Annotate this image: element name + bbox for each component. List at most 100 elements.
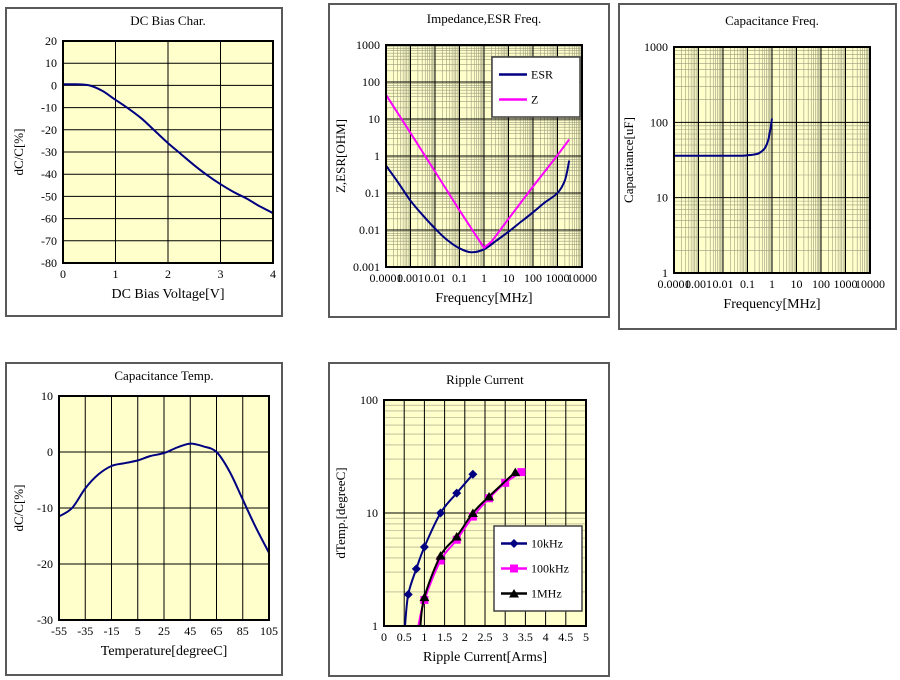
capacitance-freq-plot-area: 0.0001 0.001 0.01 0.1 1 10 100 1000 10000 1000 100… [628, 29, 894, 301]
svg-text:100: 100 [360, 393, 378, 407]
svg-text:0: 0 [51, 78, 57, 92]
impedance-esr-chart-title: Impedance,ESR Freq. [426, 11, 542, 26]
svg-text:105: 105 [260, 624, 278, 638]
svg-text:1: 1 [662, 266, 668, 280]
svg-text:0.1: 0.1 [452, 271, 467, 285]
capacitance-temp-x-axis-label: Temperature[degreeC] [100, 644, 228, 659]
svg-text:1000: 1000 [834, 277, 858, 291]
svg-text:10: 10 [41, 389, 53, 403]
svg-text:2: 2 [462, 630, 468, 644]
svg-text:20: 20 [45, 34, 57, 48]
svg-text:1: 1 [374, 149, 380, 163]
svg-text:85: 85 [237, 624, 249, 638]
dc-bias-chart-panel: DC Bias Char. dC/C[%] 0 1 2 3 4 20 10 0 -10 -20 -3… [5, 7, 283, 317]
svg-text:45: 45 [184, 624, 196, 638]
svg-text:3.5: 3.5 [518, 630, 533, 644]
svg-text:0.0001: 0.0001 [370, 271, 403, 285]
svg-text:0: 0 [47, 445, 53, 459]
svg-text:-70: -70 [41, 234, 57, 248]
impedance-esr-chart-panel: Impedance,ESR Freq. Z,ESR[OHM] 0.0001 0.0… [328, 3, 610, 318]
capacitance-temp-chart-title: Capacitance Temp. [114, 368, 214, 383]
svg-text:100kHz: 100kHz [531, 562, 569, 576]
svg-text:0.001: 0.001 [397, 271, 424, 285]
svg-text:10000: 10000 [567, 271, 597, 285]
svg-text:-30: -30 [41, 145, 57, 159]
svg-text:10: 10 [791, 277, 803, 291]
svg-text:1.5: 1.5 [437, 630, 452, 644]
ripple-current-chart-panel: Ripple Current dTemp.[degreeC] 0 0.5 1 1.5 2… [328, 362, 610, 677]
svg-text:0.01: 0.01 [425, 271, 446, 285]
svg-text:-50: -50 [41, 189, 57, 203]
svg-text:10: 10 [366, 506, 378, 520]
capacitance-freq-x-axis-label: Frequency[MHz] [723, 297, 821, 312]
svg-text:100: 100 [650, 115, 668, 129]
svg-text:3: 3 [502, 630, 508, 644]
svg-text:100: 100 [812, 277, 830, 291]
svg-text:1: 1 [481, 271, 487, 285]
cap-temp-svg: -55 -35 -15 5 25 45 65 85 105 10 0 -10 -20 -30 [37, 389, 278, 638]
svg-text:10: 10 [45, 56, 57, 70]
svg-text:0: 0 [381, 630, 387, 644]
svg-text:1000: 1000 [546, 271, 570, 285]
ripple-current-chart-title: Ripple Current [446, 372, 524, 387]
svg-text:3: 3 [218, 267, 224, 281]
capacitance-freq-chart-title: Capacitance Freq. [725, 13, 819, 28]
svg-text:0.0001: 0.0001 [658, 277, 691, 291]
svg-text:-40: -40 [41, 167, 57, 181]
capacitance-temp-chart-panel: Capacitance Temp. dC/C[%] -55 -35 -15 5 25 45… [5, 362, 283, 676]
svg-text:1: 1 [372, 619, 378, 633]
capacitance-temp-plot-area: -55 -35 -15 5 25 45 65 85 105 10 0 -10 -20 -30 [19, 386, 279, 648]
svg-text:5: 5 [583, 630, 589, 644]
svg-text:-55: -55 [51, 624, 67, 638]
svg-text:-20: -20 [41, 123, 57, 137]
svg-text:0: 0 [60, 267, 66, 281]
svg-text:5: 5 [135, 624, 141, 638]
svg-text:-35: -35 [77, 624, 93, 638]
svg-text:0.1: 0.1 [365, 186, 380, 200]
svg-text:4.5: 4.5 [558, 630, 573, 644]
dc-bias-plot-area: 0 1 2 3 4 20 10 0 -10 -20 -30 -40 -50 -60 -70 -80 [19, 31, 279, 289]
svg-text:2.5: 2.5 [478, 630, 493, 644]
svg-text:1000: 1000 [356, 38, 380, 52]
svg-text:0.5: 0.5 [397, 630, 412, 644]
svg-text:10: 10 [503, 271, 515, 285]
svg-text:1: 1 [113, 267, 119, 281]
svg-text:0.01: 0.01 [359, 223, 380, 237]
svg-text:10: 10 [656, 191, 668, 205]
svg-text:65: 65 [211, 624, 223, 638]
svg-text:25: 25 [158, 624, 170, 638]
svg-text:10000: 10000 [855, 277, 885, 291]
svg-text:4: 4 [543, 630, 549, 644]
svg-text:0.1: 0.1 [740, 277, 755, 291]
svg-text:10kHz: 10kHz [531, 537, 563, 551]
svg-text:1000: 1000 [644, 40, 668, 54]
ripple-current-x-axis-label: Ripple Current[Arms] [422, 650, 548, 665]
svg-text:1: 1 [769, 277, 775, 291]
svg-text:-10: -10 [37, 501, 53, 515]
impedance-esr-x-axis-label: Frequency[MHz] [435, 291, 533, 306]
ripple-current-plot-area: 0 0.5 1 1.5 2 2.5 3 3.5 4 4.5 5 100 10 1 10kHz 100kHz 1M… [340, 388, 606, 652]
svg-text:Z: Z [531, 93, 538, 107]
dc-bias-chart-title: DC Bias Char. [130, 13, 206, 28]
svg-text:1: 1 [421, 630, 427, 644]
dc-bias-svg: 0 1 2 3 4 20 10 0 -10 -20 -30 -40 -50 -60 -70 -80 [41, 34, 276, 281]
svg-text:0.001: 0.001 [685, 277, 712, 291]
ripple-current-svg: 0 0.5 1 1.5 2 2.5 3 3.5 4 4.5 5 100 10 1 10kHz 100kHz 1M… [360, 393, 589, 644]
capacitance-freq-chart-panel: Capacitance Freq. Capacitance[uF] 0.0001… [618, 3, 897, 330]
svg-text:0.01: 0.01 [713, 277, 734, 291]
svg-text:-30: -30 [37, 613, 53, 627]
svg-text:0.001: 0.001 [353, 260, 380, 274]
svg-text:-15: -15 [104, 624, 120, 638]
svg-text:-60: -60 [41, 212, 57, 226]
svg-text:4: 4 [270, 267, 276, 281]
svg-text:1MHz: 1MHz [531, 587, 562, 601]
svg-text:100: 100 [362, 75, 380, 89]
svg-text:10: 10 [368, 112, 380, 126]
svg-text:100: 100 [524, 271, 542, 285]
svg-text:-20: -20 [37, 557, 53, 571]
dc-bias-x-axis-label: DC Bias Voltage[V] [111, 287, 225, 302]
svg-text:2: 2 [165, 267, 171, 281]
